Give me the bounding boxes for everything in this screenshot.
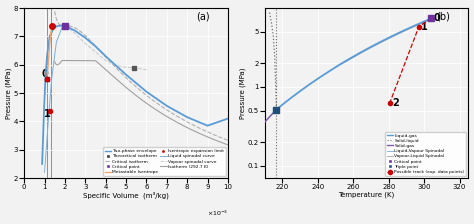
Legend: Liquid-gas, Solid-liquid, Solid-gas, Liquid-Vapour Spinodal, Vapour-Liquid Spino: Liquid-gas, Solid-liquid, Solid-gas, Liq… — [385, 132, 466, 176]
Text: $\times 10^{-3}$: $\times 10^{-3}$ — [207, 209, 228, 218]
Text: (b): (b) — [436, 11, 450, 22]
Y-axis label: Pressure (MPa): Pressure (MPa) — [239, 67, 246, 119]
Text: 0: 0 — [433, 13, 440, 24]
X-axis label: Specific Volume  (m³/kg): Specific Volume (m³/kg) — [83, 192, 169, 199]
Legend: Two-phase envelope, Theoretical isotherm, Critical isotherm, Critical point, Met: Two-phase envelope, Theoretical isotherm… — [103, 147, 226, 176]
Text: 2: 2 — [392, 98, 399, 108]
Text: 0: 0 — [41, 69, 48, 79]
Text: 1: 1 — [44, 109, 51, 118]
Text: (a): (a) — [196, 11, 210, 22]
Y-axis label: Pressure (MPa): Pressure (MPa) — [6, 67, 12, 119]
Text: 1: 1 — [420, 22, 428, 32]
X-axis label: Temperature (K): Temperature (K) — [338, 192, 395, 198]
